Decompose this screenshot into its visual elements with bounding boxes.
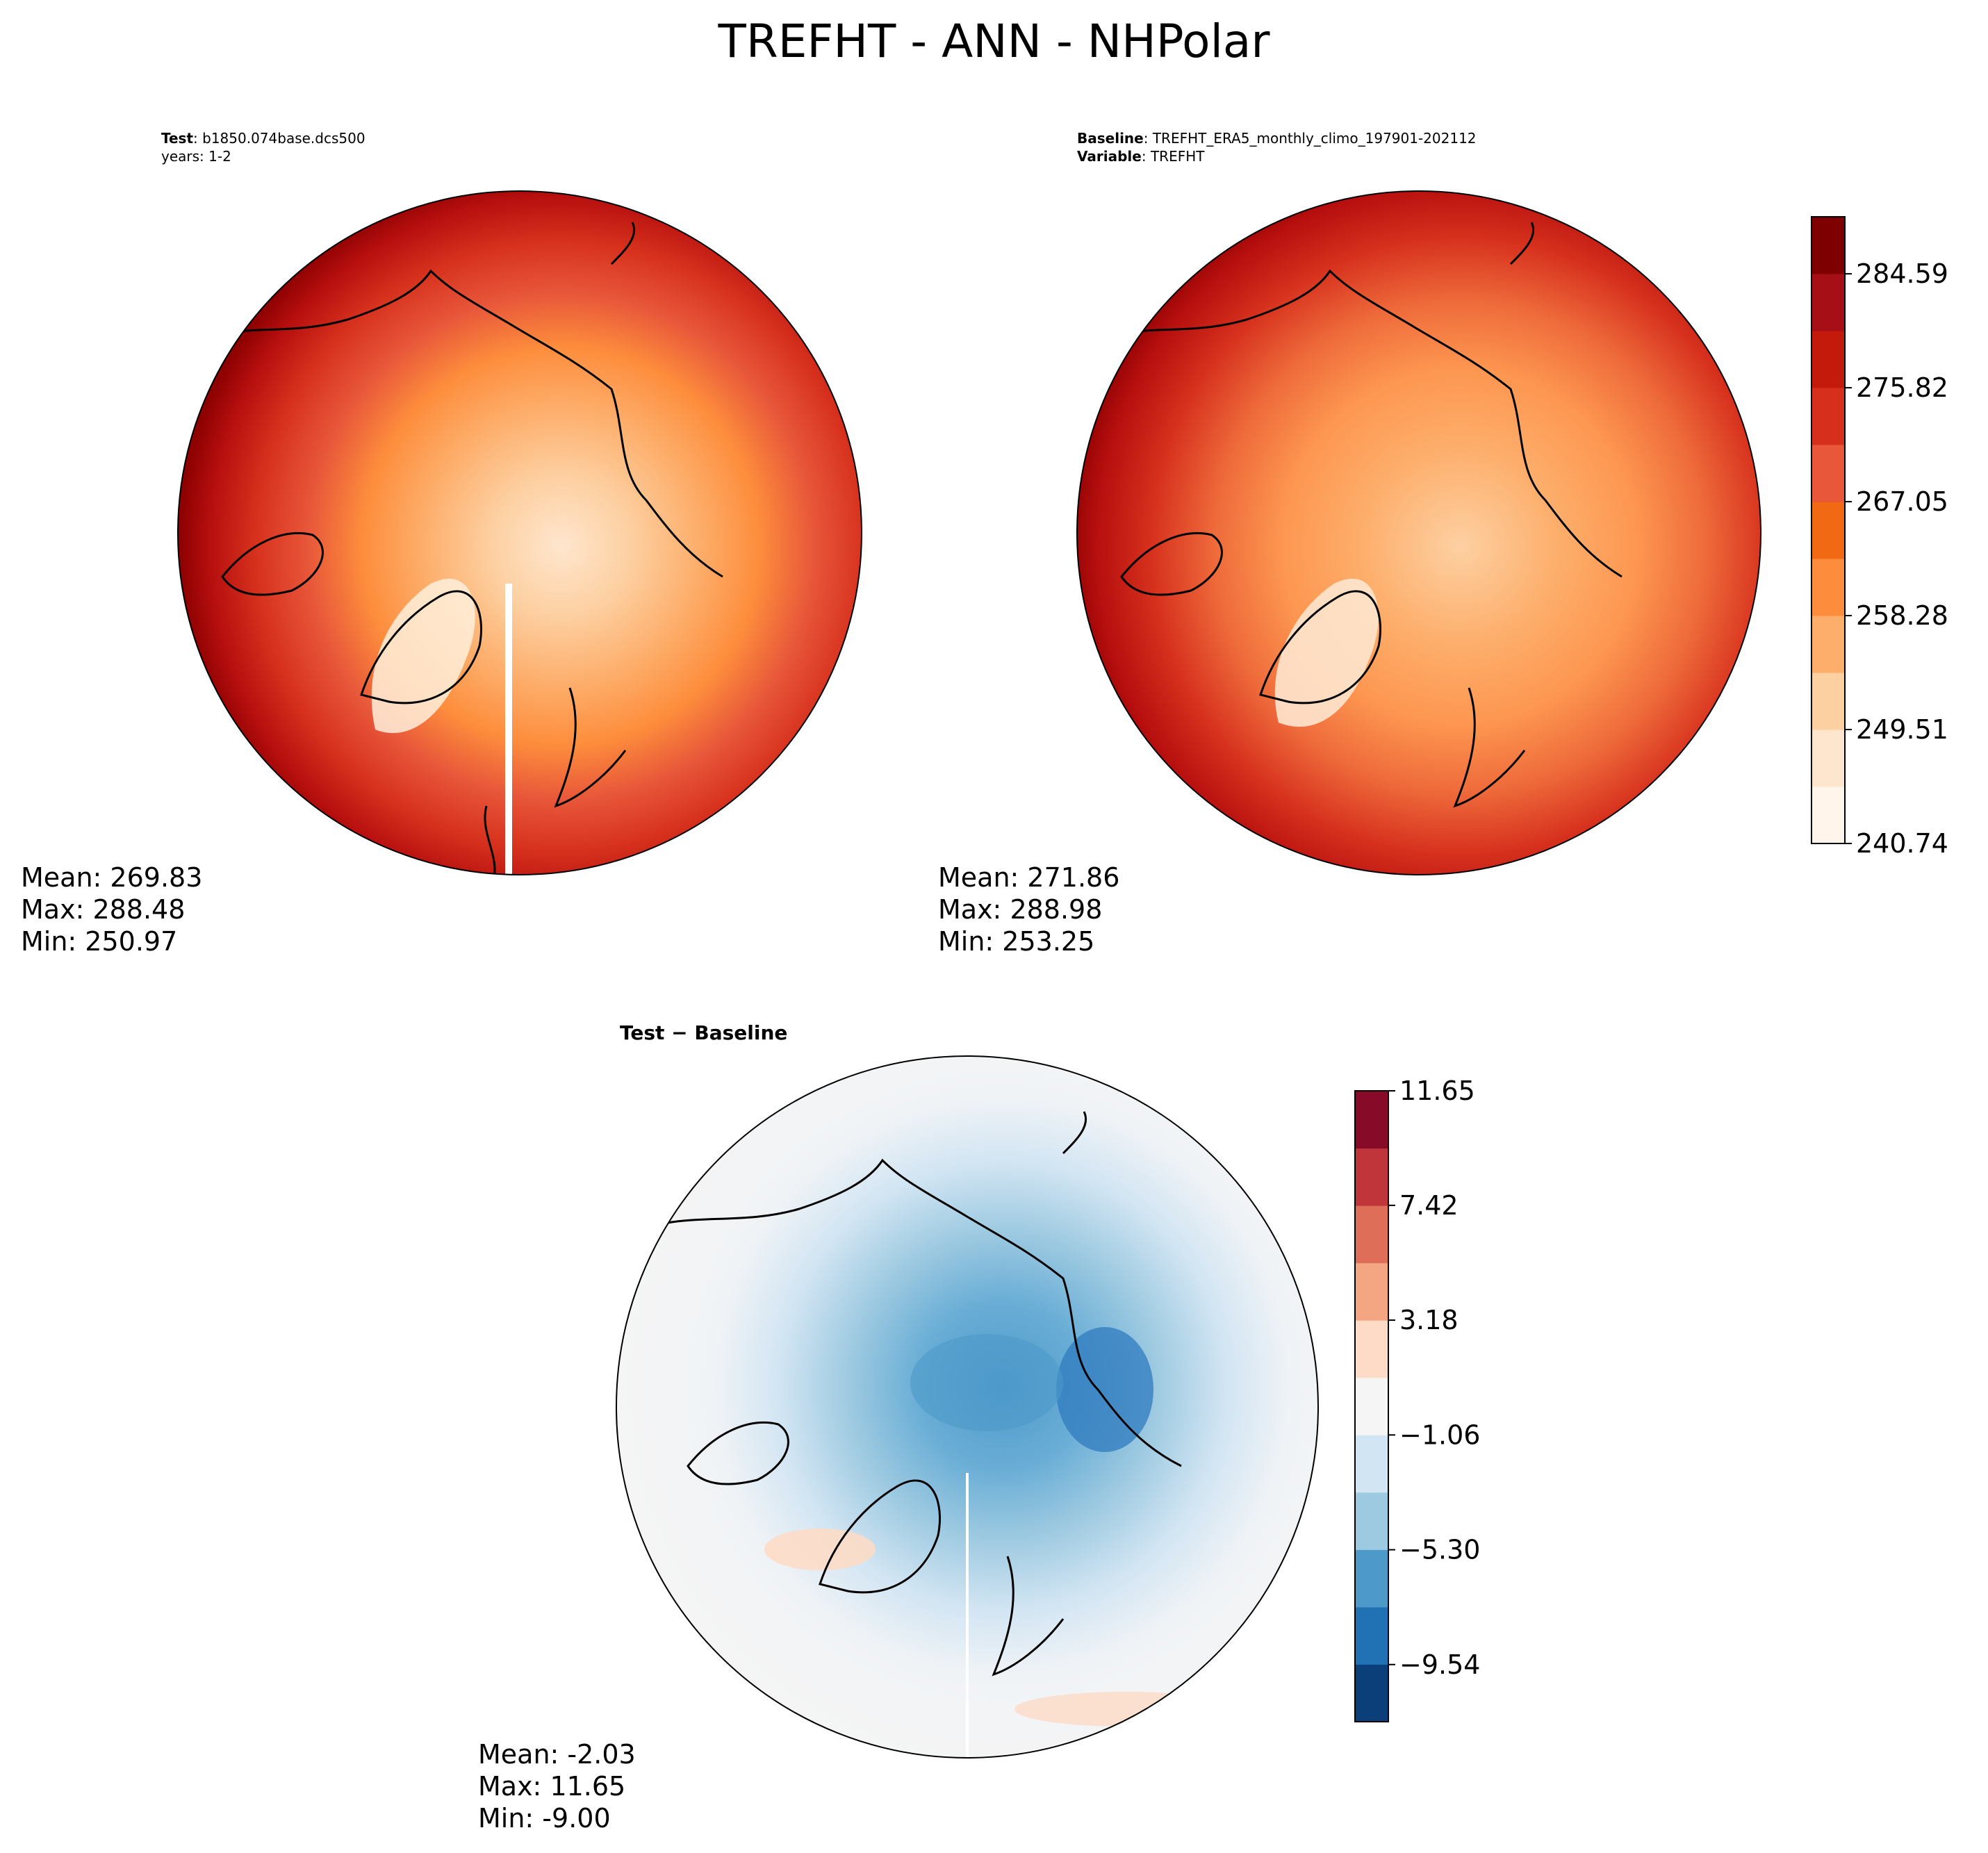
colorbar-absolute-segment (1812, 445, 1845, 502)
colorbar-absolute-tick-label: 267.05 (1856, 486, 1948, 517)
diff-header: Test − Baseline (620, 1021, 788, 1044)
colorbar-absolute: 240.74 249.51 258.28 267.05 275.82 284.59 (1811, 216, 1948, 859)
colorbar-absolute-segment (1812, 787, 1845, 844)
colorbar-absolute-tick-label: 240.74 (1856, 828, 1948, 859)
diff-cold-anomaly (1056, 1327, 1153, 1452)
colorbar-difference: −9.54 −5.30 −1.06 3.18 7.42 11.65 (1354, 1076, 1480, 1722)
baseline-min: Min: 253.25 (938, 926, 1095, 957)
baseline-label-key: Baseline (1077, 130, 1144, 147)
colorbar-difference-tick-label: −9.54 (1399, 1649, 1480, 1680)
colorbar-difference-segment (1355, 1377, 1388, 1435)
colorbar-absolute-segment (1812, 388, 1845, 445)
diff-max: Max: 11.65 (478, 1771, 626, 1802)
colorbar-difference-tick-label: −5.30 (1399, 1535, 1480, 1565)
colorbar-difference-segment (1355, 1091, 1388, 1149)
baseline-header: Baseline: TREFHT_ERA5_monthly_climo_1979… (1077, 130, 1477, 165)
colorbar-absolute-segment (1812, 502, 1845, 559)
colorbar-difference-segment (1355, 1205, 1388, 1264)
diff-stats: Mean: -2.03 Max: 11.65 Min: -9.00 (478, 1738, 636, 1834)
baseline-mean: Mean: 271.86 (938, 862, 1120, 893)
test-header: Test: b1850.074base.dcs500 years: 1-2 (161, 130, 365, 165)
diff-seam (966, 1473, 969, 1758)
baseline-variable-value: TREFHT (1150, 148, 1205, 165)
colorbar-absolute-tick-label: 258.28 (1856, 600, 1948, 631)
figure-title: TREFHT - ANN - NHPolar (718, 15, 1270, 68)
baseline-coastlines (1120, 222, 1623, 808)
colorbar-absolute-segment (1812, 559, 1845, 616)
test-mean: Mean: 269.83 (21, 862, 203, 893)
diff-mean: Mean: -2.03 (478, 1739, 636, 1770)
colorbar-difference-tick-label: 11.65 (1399, 1076, 1475, 1106)
diff-cold-anomaly-2 (910, 1334, 1063, 1431)
diff-map-boundary (616, 1055, 1319, 1759)
colorbar-absolute-segment (1812, 274, 1845, 331)
test-min: Min: 250.97 (21, 926, 178, 957)
baseline-map-field (1077, 191, 1761, 875)
diff-map (616, 1055, 1319, 1759)
colorbar-difference-segment (1355, 1664, 1388, 1722)
baseline-variable-key: Variable (1077, 148, 1142, 165)
test-seam (505, 584, 512, 875)
diff-warm-anomaly (764, 1529, 876, 1570)
baseline-map (1076, 190, 1761, 875)
test-map (177, 190, 862, 875)
colorbar-absolute-segment (1812, 217, 1845, 274)
colorbar-absolute-segment (1812, 331, 1845, 388)
test-label-key: Test (161, 130, 194, 147)
colorbar-absolute-tick-label: 249.51 (1856, 714, 1948, 745)
baseline-max: Max: 288.98 (938, 894, 1103, 925)
colorbar-absolute-segment (1812, 673, 1845, 730)
test-stats: Mean: 269.83 Max: 288.48 Min: 250.97 (21, 862, 202, 957)
colorbar-absolute-tick-label: 284.59 (1856, 258, 1948, 289)
diff-warm-anomaly-2 (1014, 1692, 1237, 1727)
test-years: years: 1-2 (161, 148, 231, 165)
test-map-boundary (177, 190, 862, 875)
colorbar-absolute-segment (1812, 730, 1845, 787)
colorbar-difference-segment (1355, 1549, 1388, 1608)
colorbar-difference-segment (1355, 1262, 1388, 1321)
test-label-value: b1850.074base.dcs500 (202, 130, 365, 147)
test-map-field (178, 191, 862, 875)
colorbar-difference-frame (1354, 1090, 1389, 1722)
colorbar-absolute-segment (1812, 616, 1845, 673)
baseline-greenland-cold (1274, 578, 1379, 727)
test-max: Max: 288.48 (21, 894, 186, 925)
colorbar-difference-tick-label: −1.06 (1399, 1419, 1480, 1450)
baseline-map-boundary (1076, 190, 1761, 875)
colorbar-difference-segment (1355, 1492, 1388, 1550)
colorbar-absolute-tick-label: 275.82 (1856, 372, 1948, 403)
colorbar-difference-tick-label: 3.18 (1399, 1305, 1459, 1335)
diff-coastlines (666, 1111, 1182, 1677)
baseline-label-value: TREFHT_ERA5_monthly_climo_197901-202112 (1152, 130, 1477, 147)
baseline-stats: Mean: 271.86 Max: 288.98 Min: 253.25 (938, 862, 1119, 957)
colorbar-difference-segment (1355, 1148, 1388, 1206)
test-greenland-cold (371, 578, 475, 734)
colorbar-difference-segment (1355, 1435, 1388, 1493)
colorbar-difference-segment (1355, 1320, 1388, 1378)
diff-min: Min: -9.00 (478, 1803, 611, 1834)
colorbar-difference-tick-label: 7.42 (1399, 1190, 1459, 1221)
colorbar-difference-segment (1355, 1606, 1388, 1665)
colorbar-absolute-frame (1811, 216, 1846, 844)
